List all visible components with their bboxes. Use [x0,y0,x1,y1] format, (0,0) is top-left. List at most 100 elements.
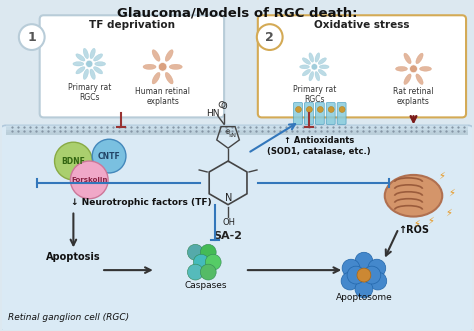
Text: Human retinal
explants: Human retinal explants [135,87,190,106]
Circle shape [369,272,387,290]
Text: sN: sN [229,133,237,138]
Ellipse shape [152,72,160,84]
Text: ⚡: ⚡ [448,188,455,198]
FancyBboxPatch shape [6,124,468,129]
Circle shape [355,280,373,298]
FancyBboxPatch shape [0,125,474,331]
Ellipse shape [404,74,411,84]
Text: N: N [225,193,232,203]
FancyBboxPatch shape [326,103,335,124]
Circle shape [55,142,92,180]
Text: Apoptosome: Apoptosome [336,293,392,303]
FancyBboxPatch shape [337,103,346,124]
Ellipse shape [143,64,156,70]
Text: HN: HN [206,110,220,118]
Circle shape [86,60,93,68]
Text: Caspases: Caspases [184,281,227,291]
Ellipse shape [90,69,95,79]
Text: O: O [220,103,227,112]
Ellipse shape [302,69,310,76]
Text: ⚡: ⚡ [438,171,445,181]
Ellipse shape [93,67,103,74]
Text: SA-2: SA-2 [214,231,243,241]
Circle shape [341,272,359,290]
Text: 1: 1 [27,30,36,44]
Ellipse shape [318,69,327,76]
Circle shape [410,65,418,73]
Circle shape [357,268,371,282]
FancyBboxPatch shape [315,103,324,124]
Text: ⚡: ⚡ [445,208,452,217]
Ellipse shape [83,69,89,79]
Ellipse shape [385,175,442,216]
Ellipse shape [95,62,106,66]
Ellipse shape [152,50,160,61]
Circle shape [339,107,345,113]
Circle shape [187,264,203,280]
Text: 2: 2 [265,30,274,44]
FancyBboxPatch shape [304,103,313,124]
Text: Primary rat
RGCs: Primary rat RGCs [292,85,336,104]
Circle shape [347,266,365,284]
Text: ↑ Antioxidants
(SOD1, catalase, etc.): ↑ Antioxidants (SOD1, catalase, etc.) [267,136,371,156]
Text: ⚡: ⚡ [413,218,420,228]
Ellipse shape [319,65,329,69]
Circle shape [19,24,45,50]
Ellipse shape [93,54,103,61]
Circle shape [92,139,126,173]
Circle shape [201,264,216,280]
Ellipse shape [73,62,84,66]
Ellipse shape [165,72,173,84]
Circle shape [205,254,221,270]
Ellipse shape [83,48,89,59]
Ellipse shape [309,53,314,62]
Circle shape [328,107,334,113]
Ellipse shape [169,64,182,70]
Circle shape [295,107,301,113]
Circle shape [71,161,108,199]
Text: Glaucoma/Models of RGC death:: Glaucoma/Models of RGC death: [117,6,357,19]
Ellipse shape [315,71,320,81]
FancyBboxPatch shape [6,130,468,135]
Ellipse shape [404,53,411,64]
Ellipse shape [76,67,85,74]
FancyBboxPatch shape [6,127,468,132]
Circle shape [368,259,386,277]
Circle shape [306,107,312,113]
Circle shape [317,107,323,113]
Ellipse shape [315,53,320,62]
Circle shape [311,64,318,70]
Circle shape [158,63,167,71]
Circle shape [193,254,209,270]
Text: Forskolin: Forskolin [71,177,108,183]
Circle shape [355,252,373,270]
Text: OH: OH [222,217,235,226]
Ellipse shape [90,48,95,59]
Ellipse shape [416,53,423,64]
Text: ↓ Neurotrophic factors (TF): ↓ Neurotrophic factors (TF) [72,198,212,207]
Ellipse shape [309,71,314,81]
Text: Oxidative stress: Oxidative stress [314,20,410,30]
Ellipse shape [76,54,85,61]
FancyBboxPatch shape [293,103,302,124]
Text: Primary rat
RGCs: Primary rat RGCs [68,83,111,102]
Ellipse shape [419,67,431,71]
Ellipse shape [165,50,173,61]
Ellipse shape [416,74,423,84]
Text: Retinal ganglion cell (RGC): Retinal ganglion cell (RGC) [8,313,129,322]
Text: ↑ROS: ↑ROS [398,225,429,235]
Text: Apoptosis: Apoptosis [46,252,100,262]
Ellipse shape [318,58,327,64]
Text: TF deprivation: TF deprivation [89,20,175,30]
Circle shape [201,244,216,260]
Circle shape [187,244,203,260]
Ellipse shape [302,58,310,64]
FancyBboxPatch shape [258,15,466,118]
Text: ⚡: ⚡ [427,215,434,225]
Text: BDNF: BDNF [62,157,85,166]
Text: CNTF: CNTF [98,152,120,161]
Circle shape [342,259,360,277]
FancyBboxPatch shape [40,15,224,118]
Circle shape [363,266,381,284]
Ellipse shape [395,67,408,71]
